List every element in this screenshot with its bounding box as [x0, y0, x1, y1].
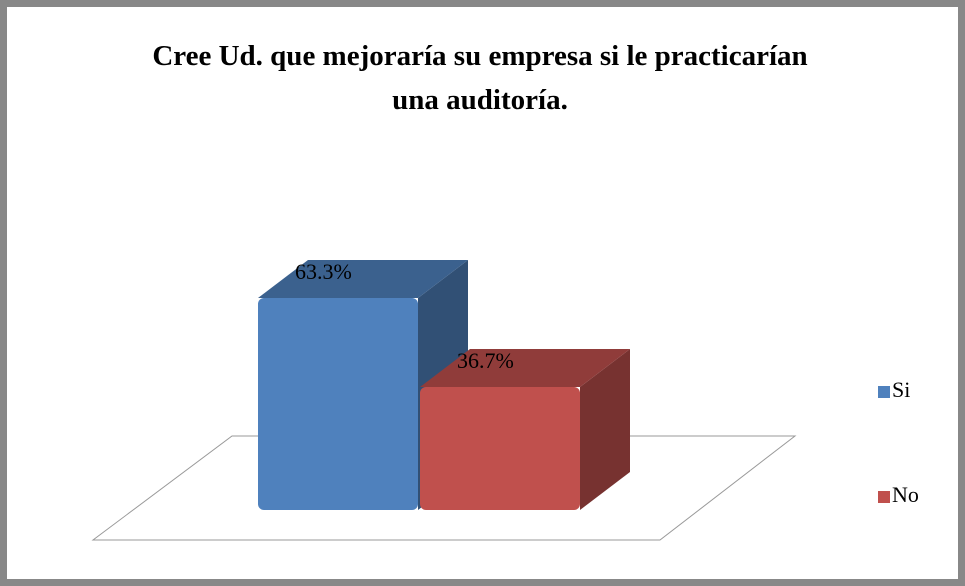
bar-front: [420, 387, 580, 510]
legend-label: No: [892, 482, 919, 507]
legend-label: Si: [892, 377, 910, 402]
data-label: 63.3%: [295, 259, 352, 284]
bar-side: [580, 349, 630, 510]
bar-top: [258, 259, 468, 298]
data-label: 36.7%: [457, 348, 514, 373]
bar: [420, 349, 630, 510]
legend-swatch: [878, 491, 890, 503]
bar-top: [420, 349, 630, 388]
bar-front: [258, 297, 418, 510]
chart-title: Cree Ud. que mejoraría su empresa si le …: [152, 40, 808, 116]
legend-swatch: [878, 386, 890, 398]
